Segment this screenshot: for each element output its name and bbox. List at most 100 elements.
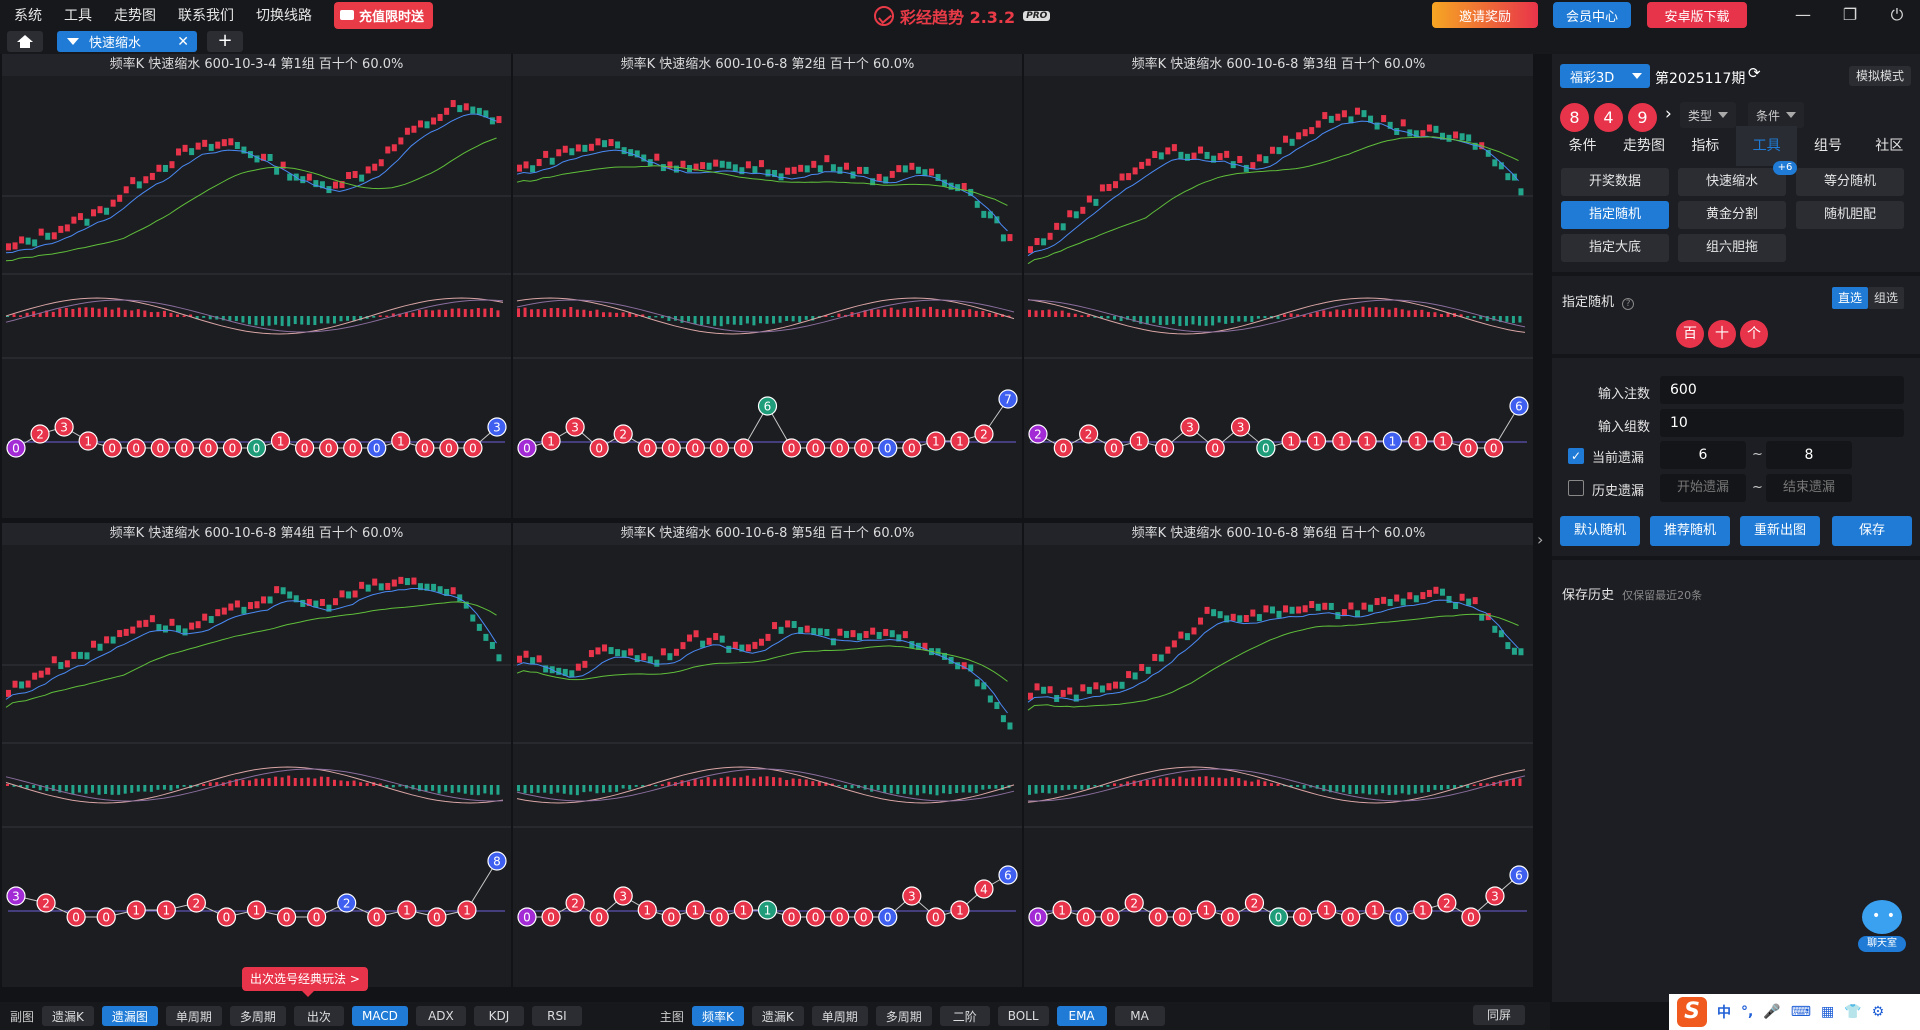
seg-direct[interactable]: 直选 [1832, 287, 1868, 309]
ime-punctuation[interactable]: °, [1741, 1004, 1754, 1020]
invite-reward-button[interactable]: 邀请奖励 [1432, 2, 1538, 28]
grid-icon[interactable]: ▦ [1820, 1004, 1835, 1020]
chevron-down-icon[interactable] [67, 38, 79, 45]
sub-chart-button[interactable]: KDJ [473, 1006, 524, 1026]
chart-panel-3[interactable]: 频率K 快速缩水 600-10-6-8 第3组 百十个 60.0% 2 0 2 0 1 0… [1024, 54, 1533, 518]
hint-tooltip[interactable]: 出次选号经典玩法 > [242, 967, 368, 997]
chart-panel-5[interactable]: 频率K 快速缩水 600-10-6-8 第5组 百十个 60.0% 0 0 2 0 3 1… [513, 523, 1022, 987]
current-miss-checkbox[interactable]: ✓ [1568, 448, 1584, 464]
ime-toolbar: S 中 °, 🎤 ⌨ ▦ 👕 ⚙ [1669, 994, 1920, 1030]
position-tens[interactable]: 十 [1708, 320, 1736, 348]
groups-input[interactable]: 10 [1660, 409, 1904, 437]
member-center-button[interactable]: 会员中心 [1553, 2, 1631, 28]
history-miss-checkbox[interactable] [1568, 480, 1584, 496]
main-chart-button[interactable]: 频率K [691, 1006, 744, 1026]
tool-random-dan[interactable]: 随机胆配 [1796, 201, 1904, 229]
sub-chart-button[interactable]: 遗漏K [42, 1006, 94, 1026]
chat-room-button[interactable]: 聊天室 [1858, 900, 1906, 952]
gear-icon[interactable]: ⚙ [1871, 1004, 1885, 1020]
main-chart-button[interactable]: 单周期 [811, 1006, 868, 1026]
main-chart-button[interactable]: 遗漏K [751, 1006, 804, 1026]
tab-trend[interactable]: 走势图 [1622, 138, 1665, 154]
android-download-button[interactable]: 安卓版下载 [1647, 2, 1747, 28]
position-hundreds[interactable]: 百 [1676, 320, 1704, 348]
sub-chart-button[interactable]: 单周期 [165, 1006, 222, 1026]
history-miss-to[interactable]: 结束遗漏 [1766, 474, 1852, 502]
recharge-promo-button[interactable]: 充值限时送 [334, 1, 434, 29]
notes-input[interactable]: 600 [1660, 376, 1904, 404]
main-chart-button[interactable]: 二阶 [939, 1006, 990, 1026]
simulate-mode-button[interactable]: 模拟模式 [1849, 66, 1911, 86]
menu-system[interactable]: 系统 [14, 8, 42, 24]
menu-switch-line[interactable]: 切换线路 [256, 8, 312, 24]
main-chart-button[interactable]: BOLL [997, 1006, 1049, 1026]
position-units[interactable]: 个 [1740, 320, 1768, 348]
tab-tools[interactable]: 工具 [1735, 126, 1798, 166]
menu-contact[interactable]: 联系我们 [178, 8, 234, 24]
tab-indicators[interactable]: 指标 [1691, 138, 1720, 154]
recommend-random-button[interactable]: 推荐随机 [1650, 516, 1730, 546]
tool-quick-shrink[interactable]: 快速缩水 [1678, 168, 1786, 196]
power-icon[interactable]: ⏻ [1890, 5, 1904, 24]
restore-icon[interactable]: ❐ [1842, 5, 1858, 24]
redraw-button[interactable]: 重新出图 [1740, 516, 1820, 546]
current-miss-to[interactable]: 8 [1766, 441, 1852, 469]
tool-group6-dan[interactable]: 组六胆拖 [1678, 234, 1786, 262]
ime-chinese-toggle[interactable]: 中 [1717, 1005, 1731, 1021]
sub-chart-button[interactable]: ADX [415, 1006, 466, 1026]
minimize-icon[interactable]: — [1795, 5, 1811, 24]
more-tools-badge[interactable]: +6 [1773, 161, 1797, 175]
add-tab-button[interactable]: + [207, 31, 243, 52]
lottery-select[interactable]: 福彩3D [1560, 64, 1650, 88]
tool-specified-random[interactable]: 指定随机 [1561, 201, 1669, 229]
save-button[interactable]: 保存 [1832, 516, 1912, 546]
tool-golden-section[interactable]: 黄金分割 [1678, 201, 1786, 229]
help-icon[interactable]: ? [1622, 298, 1635, 310]
chevron-right-icon[interactable]: › [1665, 104, 1672, 124]
miss-ball-circle [781, 907, 802, 927]
condition-select[interactable]: 条件 [1748, 102, 1804, 128]
default-random-button[interactable]: 默认随机 [1560, 516, 1640, 546]
seg-group[interactable]: 组选 [1868, 287, 1904, 309]
mic-icon[interactable]: 🎤 [1763, 1004, 1781, 1020]
refresh-icon[interactable]: ⟳ [1748, 64, 1761, 82]
menu-tools[interactable]: 工具 [64, 8, 92, 24]
home-button[interactable] [7, 31, 43, 52]
sub-chart-button[interactable]: 多周期 [229, 1006, 286, 1026]
macd-bar [955, 785, 959, 794]
macd-bar [1466, 785, 1470, 788]
type-select[interactable]: 类型 [1680, 102, 1736, 128]
macd-bar [424, 785, 428, 792]
chevron-right-icon[interactable]: › [1537, 530, 1544, 549]
ime-logo-icon[interactable]: S [1677, 997, 1707, 1027]
chart-panel-4[interactable]: 频率K 快速缩水 600-10-6-8 第4组 百十个 60.0% 3 2 0 0 1 1… [2, 523, 511, 987]
menu-trend-chart[interactable]: 走势图 [114, 8, 156, 24]
shirt-icon[interactable]: 👕 [1844, 1004, 1862, 1020]
sub-chart-button[interactable]: MACD [351, 1006, 408, 1026]
same-screen-button[interactable]: 同屏 [1473, 1005, 1525, 1025]
macd-bar [562, 785, 566, 794]
tool-specified-base[interactable]: 指定大底 [1561, 234, 1669, 262]
keyboard-icon[interactable]: ⌨ [1790, 1004, 1811, 1020]
sub-chart-button[interactable]: 出次 [293, 1006, 344, 1026]
tab-quick-shrink[interactable]: 快速缩水 ✕ [57, 31, 197, 52]
tab-community[interactable]: 社区 [1875, 138, 1904, 154]
tab-grouping[interactable]: 组号 [1813, 138, 1842, 154]
current-miss-from[interactable]: 6 [1660, 441, 1746, 469]
main-chart-button[interactable]: 多周期 [875, 1006, 932, 1026]
history-miss-from[interactable]: 开始遗漏 [1660, 474, 1746, 502]
sub-chart-button[interactable]: RSI [531, 1006, 582, 1026]
main-chart-button[interactable]: EMA [1056, 1006, 1107, 1026]
miss-ball: 2 [613, 424, 633, 444]
tool-draw-data[interactable]: 开奖数据 [1561, 168, 1669, 196]
tool-equal-random[interactable]: 等分随机 [1796, 168, 1904, 196]
sub-chart-button[interactable]: 遗漏图 [101, 1006, 158, 1026]
main-chart-button[interactable]: MA [1114, 1006, 1165, 1026]
macd-bar [234, 316, 238, 322]
close-icon[interactable]: ✕ [177, 33, 189, 50]
tab-conditions[interactable]: 条件 [1568, 138, 1597, 154]
macd-bar [176, 785, 180, 789]
